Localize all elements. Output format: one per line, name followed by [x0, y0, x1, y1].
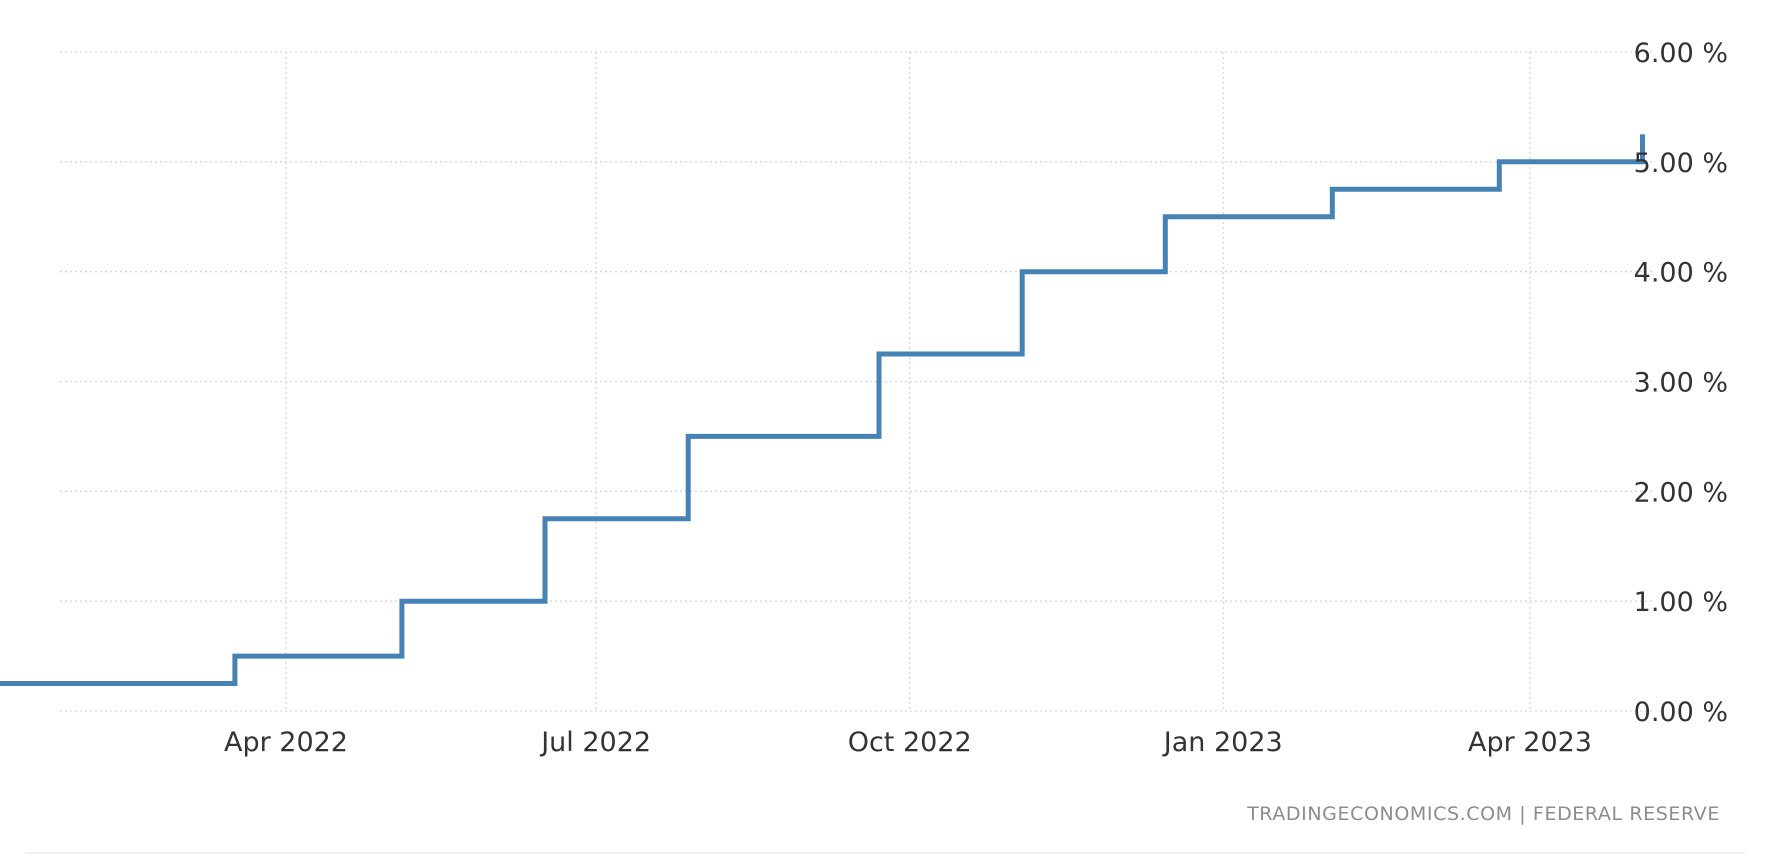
- y-tick-label: 6.00 %: [1634, 38, 1728, 69]
- series-group: [0, 134, 1645, 686]
- x-tick-label: Jan 2023: [1162, 727, 1283, 758]
- x-tick-label: Apr 2023: [1468, 727, 1592, 758]
- y-tick-label: 0.00 %: [1634, 697, 1728, 728]
- series-line: [0, 134, 1645, 686]
- x-tick-label: Jul 2022: [539, 727, 651, 758]
- y-tick-label: 2.00 %: [1634, 477, 1728, 508]
- y-axis-labels: 0.00 % 1.00 % 2.00 % 3.00 % 4.00 % 5.00 % 6.00…: [1634, 38, 1728, 728]
- x-tick-label: Apr 2022: [224, 727, 348, 758]
- x-axis-labels: Apr 2022 Jul 2022 Oct 2022 Jan 2023 Apr 2023: [224, 727, 1592, 758]
- y-tick-label: 4.00 %: [1634, 258, 1728, 289]
- y-tick-label: 5.00 %: [1634, 148, 1728, 179]
- x-tick-label: Oct 2022: [848, 727, 972, 758]
- source-credit: TRADINGECONOMICS.COM | FEDERAL RESERVE: [1246, 803, 1720, 825]
- y-gridlines: [60, 51, 1655, 712]
- y-tick-label: 3.00 %: [1634, 368, 1728, 399]
- y-tick-label: 1.00 %: [1634, 587, 1728, 618]
- x-gridlines: [285, 52, 1531, 711]
